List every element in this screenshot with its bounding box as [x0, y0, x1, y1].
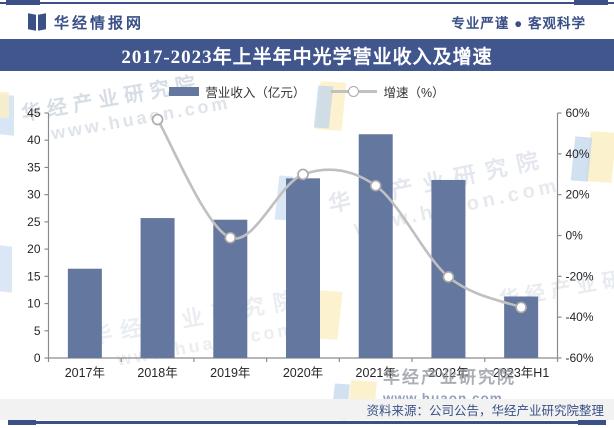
- y-axis-right-label: -20%: [566, 269, 594, 283]
- y-axis-right-label: 40%: [566, 147, 590, 161]
- growth-marker: [297, 168, 309, 181]
- title-bar: 2017-2023年上半年中光学营业收入及增速: [0, 39, 614, 71]
- bar-2021年: [358, 134, 393, 358]
- bar-2020年: [286, 178, 320, 358]
- chart-legend: 营业收入（亿元） 增速（%）: [0, 80, 614, 102]
- huajing-book-logo-icon: [28, 13, 46, 31]
- y-axis-left-label: 20: [27, 242, 41, 256]
- bar-2017年: [67, 268, 102, 358]
- brand: 华经情报网: [28, 12, 144, 33]
- bottom-border-cap: [8, 420, 36, 425]
- legend-item-revenue: 营业收入（亿元）: [169, 82, 305, 101]
- source-text: 资料来源：公司公告，华经产业研究院整理: [366, 404, 604, 418]
- header-slogan: 专业严谨 ● 客观科学: [451, 16, 586, 31]
- y-axis-left-label: 10: [27, 297, 41, 311]
- x-axis-label: 2021年: [356, 366, 396, 380]
- legend-label-revenue: 营业收入（亿元）: [205, 85, 306, 100]
- header: 华经情报网 专业严谨 ● 客观科学: [0, 5, 614, 39]
- growth-marker: [442, 271, 455, 283]
- y-axis-left-label: 30: [27, 188, 41, 202]
- y-axis-left-label: 35: [27, 160, 41, 174]
- bottom-border-cap: [578, 420, 606, 425]
- y-axis-left-label: 0: [34, 351, 41, 365]
- page-title: 2017-2023年上半年中光学营业收入及增速: [121, 46, 493, 68]
- y-axis-right-label: 20%: [566, 188, 590, 202]
- growth-line: [156, 118, 523, 309]
- y-axis-left-label: 15: [27, 269, 41, 283]
- brand-name: 华经情报网: [54, 14, 145, 32]
- bottom-border: [8, 421, 606, 424]
- x-axis-label: 2020年: [283, 366, 323, 380]
- growth-marker: [369, 179, 382, 192]
- y-axis-left-label: 25: [27, 215, 41, 229]
- y-axis-right-label: -60%: [566, 351, 594, 365]
- top-border-cap: [6, 0, 40, 5]
- growth-marker: [224, 231, 237, 244]
- bar-2018年: [140, 218, 175, 358]
- legend-item-growth: 增速（%）: [331, 82, 445, 101]
- y-axis-right-label: -40%: [566, 310, 594, 324]
- line-series-swatch-icon: [331, 85, 378, 97]
- growth-marker: [515, 301, 527, 314]
- x-axis-label: 2019年: [210, 366, 250, 380]
- y-axis-right-label: 60%: [566, 106, 590, 120]
- top-border: [0, 2, 614, 4]
- y-axis-right-label: 0%: [566, 229, 584, 243]
- bar-2022年: [431, 179, 466, 358]
- y-axis-left-label: 5: [34, 324, 41, 338]
- growth-marker: [151, 113, 164, 126]
- y-axis-left-label: 45: [27, 106, 41, 120]
- x-axis-label: 2018年: [137, 366, 177, 380]
- bar-series-swatch-icon: [169, 86, 200, 96]
- x-axis-label: 2023年H1: [493, 366, 549, 380]
- x-axis-label: 2022年: [428, 366, 468, 380]
- y-axis-left-label: 40: [27, 133, 41, 147]
- legend-label-growth: 增速（%）: [383, 85, 445, 100]
- footer-source-bar: 资料来源：公司公告，华经产业研究院整理: [0, 399, 614, 420]
- x-axis-label: 2017年: [65, 366, 105, 380]
- top-border-cap: [574, 0, 608, 5]
